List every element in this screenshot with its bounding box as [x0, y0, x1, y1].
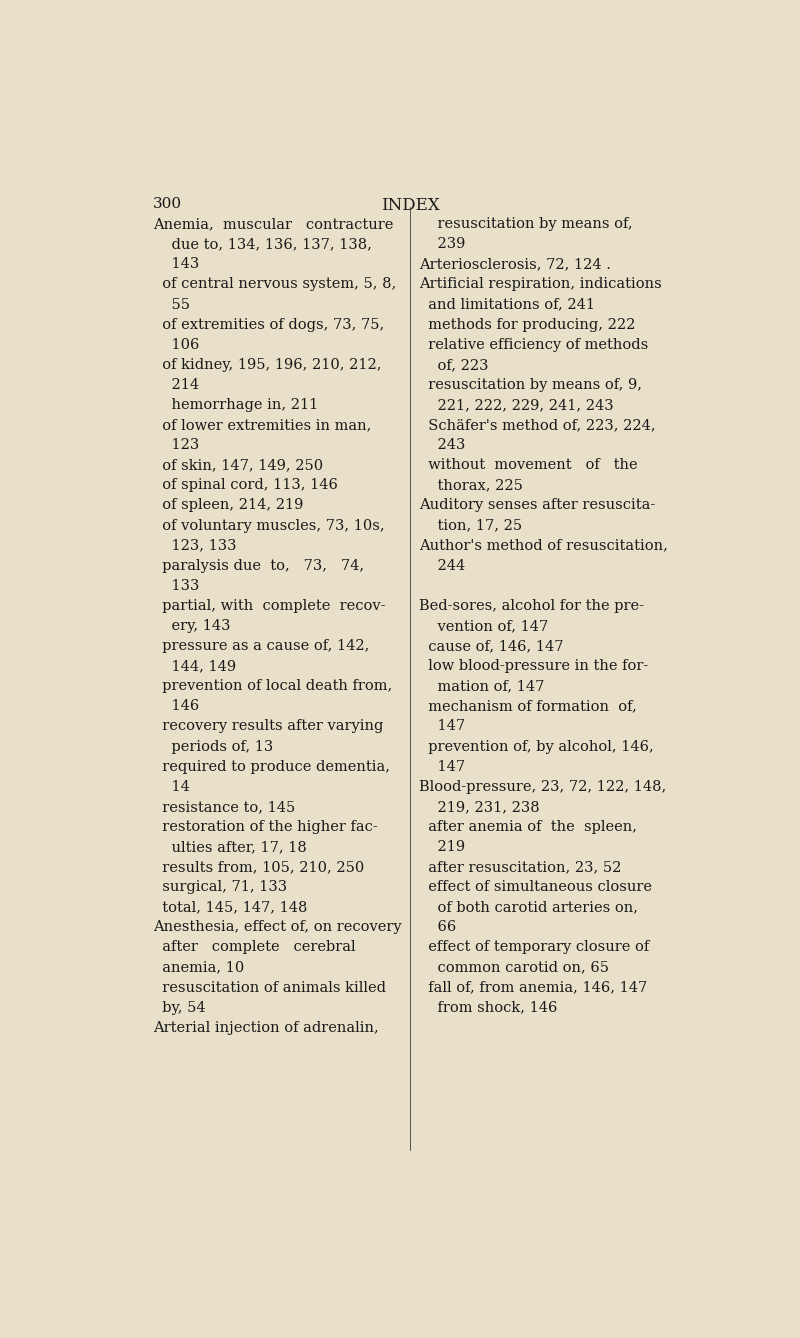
- Text: effect of simultaneous closure: effect of simultaneous closure: [419, 880, 652, 894]
- Text: total, 145, 147, 148: total, 145, 147, 148: [153, 900, 307, 914]
- Text: Auditory senses after resuscita-: Auditory senses after resuscita-: [419, 499, 655, 512]
- Text: Arteriosclerosis, 72, 124 .: Arteriosclerosis, 72, 124 .: [419, 257, 611, 272]
- Text: tion, 17, 25: tion, 17, 25: [419, 519, 522, 533]
- Text: hemorrhage in, 211: hemorrhage in, 211: [153, 397, 318, 412]
- Text: fall of, from anemia, 146, 147: fall of, from anemia, 146, 147: [419, 981, 647, 994]
- Text: resistance to, 145: resistance to, 145: [153, 800, 295, 814]
- Text: by, 54: by, 54: [153, 1001, 206, 1014]
- Text: results from, 105, 210, 250: results from, 105, 210, 250: [153, 860, 364, 874]
- Text: after anemia of  the  spleen,: after anemia of the spleen,: [419, 820, 638, 834]
- Text: 244: 244: [419, 559, 466, 573]
- Text: relative efficiency of methods: relative efficiency of methods: [419, 337, 649, 352]
- Text: Author's method of resuscitation,: Author's method of resuscitation,: [419, 539, 668, 553]
- Text: methods for producing, 222: methods for producing, 222: [419, 317, 636, 332]
- Text: Anesthesia, effect of, on recovery: Anesthesia, effect of, on recovery: [153, 921, 402, 934]
- Text: ulties after, 17, 18: ulties after, 17, 18: [153, 840, 306, 854]
- Text: 147: 147: [419, 760, 466, 773]
- Text: periods of, 13: periods of, 13: [153, 740, 273, 753]
- Text: INDEX: INDEX: [381, 197, 439, 214]
- Text: effect of temporary closure of: effect of temporary closure of: [419, 941, 650, 954]
- Text: Artificial respiration, indications: Artificial respiration, indications: [419, 277, 662, 292]
- Text: of kidney, 195, 196, 210, 212,: of kidney, 195, 196, 210, 212,: [153, 357, 381, 372]
- Text: low blood-pressure in the for-: low blood-pressure in the for-: [419, 660, 649, 673]
- Text: Bed-sores, alcohol for the pre-: Bed-sores, alcohol for the pre-: [419, 599, 644, 613]
- Text: resuscitation of animals killed: resuscitation of animals killed: [153, 981, 386, 994]
- Text: of central nervous system, 5, 8,: of central nervous system, 5, 8,: [153, 277, 396, 292]
- Text: after   complete   cerebral: after complete cerebral: [153, 941, 355, 954]
- Text: Schäfer's method of, 223, 224,: Schäfer's method of, 223, 224,: [419, 419, 656, 432]
- Text: from shock, 146: from shock, 146: [419, 1001, 558, 1014]
- Text: after resuscitation, 23, 52: after resuscitation, 23, 52: [419, 860, 622, 874]
- Text: restoration of the higher fac-: restoration of the higher fac-: [153, 820, 378, 834]
- Text: 239: 239: [419, 237, 466, 252]
- Text: common carotid on, 65: common carotid on, 65: [419, 961, 610, 974]
- Text: 14: 14: [153, 780, 190, 793]
- Text: thorax, 225: thorax, 225: [419, 479, 523, 492]
- Text: 219: 219: [419, 840, 466, 854]
- Text: required to produce dementia,: required to produce dementia,: [153, 760, 390, 773]
- Text: 221, 222, 229, 241, 243: 221, 222, 229, 241, 243: [419, 397, 614, 412]
- Text: of skin, 147, 149, 250: of skin, 147, 149, 250: [153, 459, 323, 472]
- Text: without  movement   of   the: without movement of the: [419, 459, 638, 472]
- Text: 243: 243: [419, 439, 466, 452]
- Text: resuscitation by means of,: resuscitation by means of,: [419, 217, 633, 231]
- Text: Blood-pressure, 23, 72, 122, 148,: Blood-pressure, 23, 72, 122, 148,: [419, 780, 666, 793]
- Text: 106: 106: [153, 337, 199, 352]
- Text: and limitations of, 241: and limitations of, 241: [419, 297, 595, 312]
- Text: 133: 133: [153, 579, 199, 593]
- Text: resuscitation by means of, 9,: resuscitation by means of, 9,: [419, 377, 642, 392]
- Text: 55: 55: [153, 297, 190, 312]
- Text: paralysis due  to,   73,   74,: paralysis due to, 73, 74,: [153, 559, 364, 573]
- Text: 147: 147: [419, 720, 466, 733]
- Text: of both carotid arteries on,: of both carotid arteries on,: [419, 900, 638, 914]
- Text: anemia, 10: anemia, 10: [153, 961, 244, 974]
- Text: ery, 143: ery, 143: [153, 619, 230, 633]
- Text: 123: 123: [153, 439, 199, 452]
- Text: of extremities of dogs, 73, 75,: of extremities of dogs, 73, 75,: [153, 317, 384, 332]
- Text: 144, 149: 144, 149: [153, 660, 236, 673]
- Text: Arterial injection of adrenalin,: Arterial injection of adrenalin,: [153, 1021, 378, 1034]
- Text: 143: 143: [153, 257, 199, 272]
- Text: Anemia,  muscular   contracture: Anemia, muscular contracture: [153, 217, 393, 231]
- Text: prevention of local death from,: prevention of local death from,: [153, 680, 392, 693]
- Text: of lower extremities in man,: of lower extremities in man,: [153, 419, 371, 432]
- Text: prevention of, by alcohol, 146,: prevention of, by alcohol, 146,: [419, 740, 654, 753]
- Text: 66: 66: [419, 921, 457, 934]
- Text: pressure as a cause of, 142,: pressure as a cause of, 142,: [153, 640, 369, 653]
- Text: mation of, 147: mation of, 147: [419, 680, 545, 693]
- Text: due to, 134, 136, 137, 138,: due to, 134, 136, 137, 138,: [153, 237, 371, 252]
- Text: of spinal cord, 113, 146: of spinal cord, 113, 146: [153, 479, 338, 492]
- Text: cause of, 146, 147: cause of, 146, 147: [419, 640, 564, 653]
- Text: 146: 146: [153, 700, 199, 713]
- Text: 123, 133: 123, 133: [153, 539, 236, 553]
- Text: vention of, 147: vention of, 147: [419, 619, 549, 633]
- Text: 214: 214: [153, 377, 199, 392]
- Text: of, 223: of, 223: [419, 357, 489, 372]
- Text: partial, with  complete  recov-: partial, with complete recov-: [153, 599, 386, 613]
- Text: recovery results after varying: recovery results after varying: [153, 720, 383, 733]
- Text: of voluntary muscles, 73, 10s,: of voluntary muscles, 73, 10s,: [153, 519, 384, 533]
- Text: of spleen, 214, 219: of spleen, 214, 219: [153, 499, 303, 512]
- Text: mechanism of formation  of,: mechanism of formation of,: [419, 700, 637, 713]
- Text: surgical, 71, 133: surgical, 71, 133: [153, 880, 287, 894]
- Text: 219, 231, 238: 219, 231, 238: [419, 800, 540, 814]
- Text: 300: 300: [153, 197, 182, 210]
